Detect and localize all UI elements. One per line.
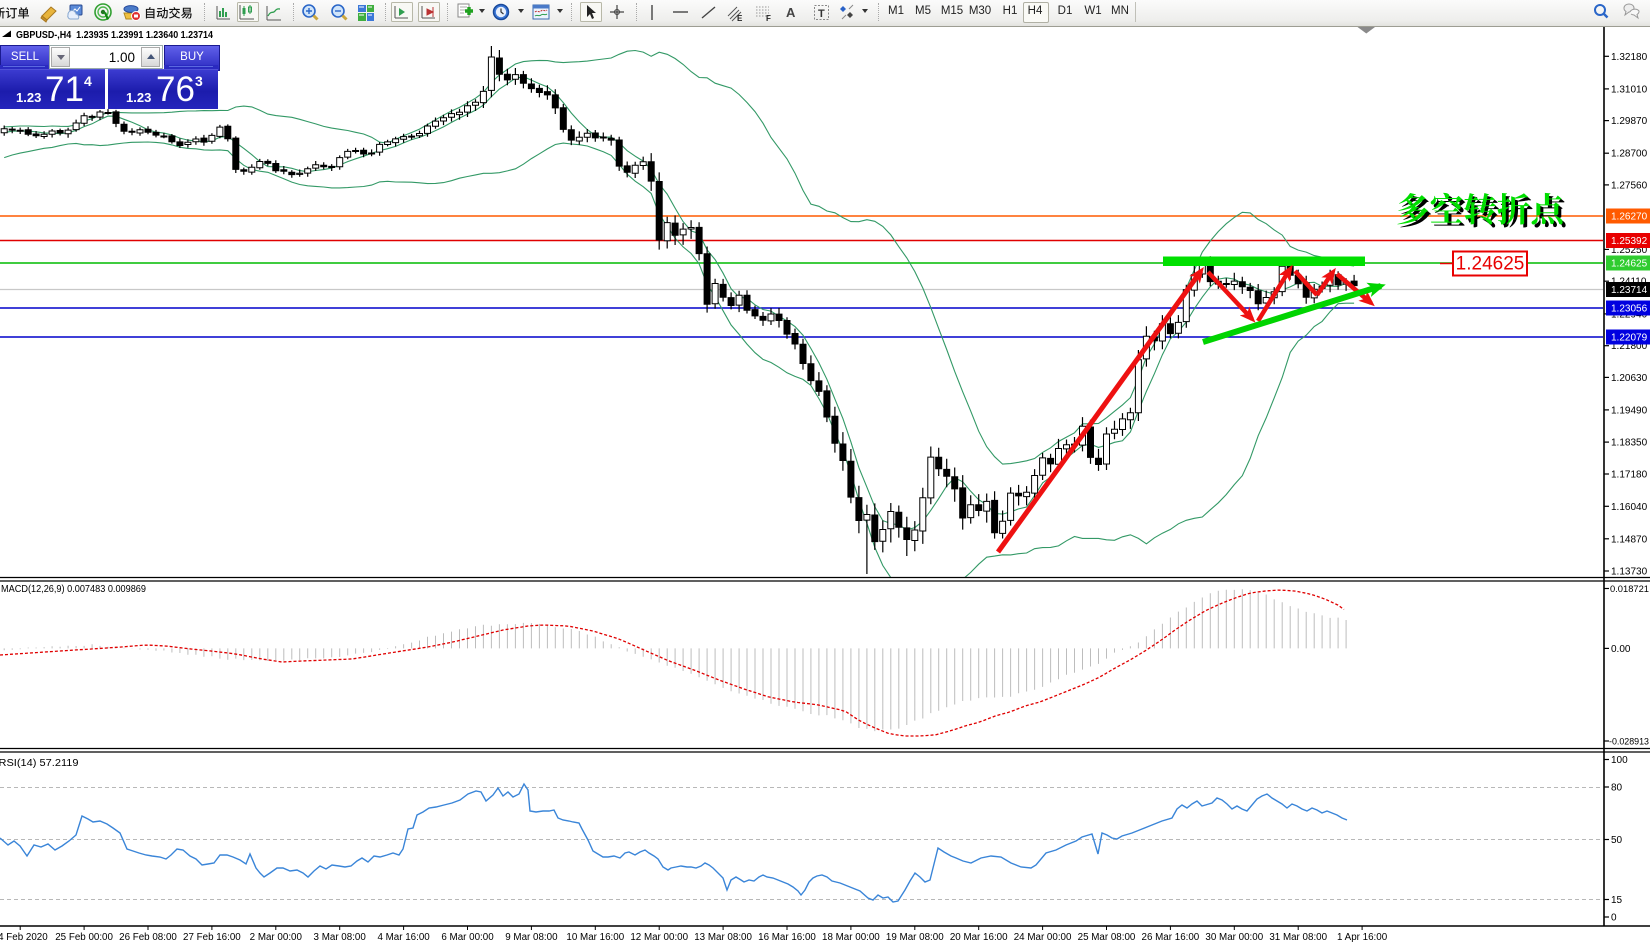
svg-text:RSI(14) 57.2119: RSI(14) 57.2119 [0,758,79,769]
svg-text:0: 0 [1611,913,1617,924]
svg-text:1.13730: 1.13730 [1611,567,1648,578]
svg-text:1.19490: 1.19490 [1611,405,1648,416]
svg-text:1.32180: 1.32180 [1611,52,1648,63]
svg-text:50: 50 [1611,835,1623,846]
svg-text:10 Mar 16:00: 10 Mar 16:00 [566,932,624,943]
svg-text:18 Mar 00:00: 18 Mar 00:00 [822,932,880,943]
svg-text:0.018721: 0.018721 [1610,584,1649,595]
svg-text:GBPUSD-,H4 1.23935 1.23991 1.: GBPUSD-,H4 1.23935 1.23991 1.23640 1.237… [16,30,213,41]
svg-text:30 Mar 00:00: 30 Mar 00:00 [1205,932,1263,943]
svg-text:25 Mar 08:00: 25 Mar 08:00 [1078,932,1136,943]
svg-text:1.16040: 1.16040 [1611,502,1648,513]
svg-text:1.17180: 1.17180 [1611,470,1648,481]
svg-text:F: F [766,14,771,23]
svg-text:1.21800: 1.21800 [1611,341,1648,352]
svg-text:1.29870: 1.29870 [1611,116,1648,127]
svg-text:1 Apr 16:00: 1 Apr 16:00 [1337,932,1388,943]
svg-text:1.24625: 1.24625 [1456,254,1525,275]
svg-text:3 Mar 08:00: 3 Mar 08:00 [314,932,367,943]
svg-text:27 Feb 16:00: 27 Feb 16:00 [183,932,241,943]
svg-text:1.20630: 1.20630 [1611,373,1648,384]
svg-text:0.00: 0.00 [1611,644,1631,655]
svg-text:26 Mar 16:00: 26 Mar 16:00 [1142,932,1200,943]
svg-text:15: 15 [1611,895,1623,906]
svg-text:13 Mar 08:00: 13 Mar 08:00 [694,932,752,943]
svg-text:20 Mar 16:00: 20 Mar 16:00 [950,932,1008,943]
svg-text:1.23056: 1.23056 [1611,304,1648,315]
svg-text:2 Mar 00:00: 2 Mar 00:00 [250,932,303,943]
svg-text:1.18350: 1.18350 [1611,438,1648,449]
svg-text:80: 80 [1611,783,1623,794]
svg-text:19 Mar 08:00: 19 Mar 08:00 [886,932,944,943]
svg-text:MACD(12,26,9) 0.007483 0.00986: MACD(12,26,9) 0.007483 0.009869 [1,584,146,595]
svg-text:6 Mar 00:00: 6 Mar 00:00 [441,932,494,943]
svg-text:100: 100 [1611,755,1628,766]
svg-text:26 Feb 08:00: 26 Feb 08:00 [119,932,177,943]
svg-text:T: T [818,8,825,20]
svg-text:-0.028913: -0.028913 [1609,737,1649,748]
svg-text:16 Mar 16:00: 16 Mar 16:00 [758,932,816,943]
svg-text:1.24625: 1.24625 [1611,259,1648,270]
svg-text:1.25250: 1.25250 [1611,245,1648,256]
svg-text:24 Mar 00:00: 24 Mar 00:00 [1014,932,1072,943]
svg-text:1.25392: 1.25392 [1611,236,1648,247]
svg-text:1.27560: 1.27560 [1611,180,1648,191]
svg-text:31 Mar 08:00: 31 Mar 08:00 [1269,932,1327,943]
svg-text:1.23714: 1.23714 [1611,285,1648,296]
svg-text:1.31010: 1.31010 [1611,84,1648,95]
svg-text:25 Feb 00:00: 25 Feb 00:00 [55,932,113,943]
svg-text:1.14870: 1.14870 [1611,534,1648,545]
svg-text:1.26270: 1.26270 [1611,212,1648,223]
svg-text:1.22079: 1.22079 [1611,333,1648,344]
svg-text:24 Feb 2020: 24 Feb 2020 [0,932,48,943]
svg-text:9 Mar 08:00: 9 Mar 08:00 [505,932,558,943]
svg-text:E: E [737,14,743,23]
svg-text:4 Mar 16:00: 4 Mar 16:00 [377,932,430,943]
svg-text:12 Mar 00:00: 12 Mar 00:00 [630,932,688,943]
svg-text:1.28700: 1.28700 [1611,149,1648,160]
